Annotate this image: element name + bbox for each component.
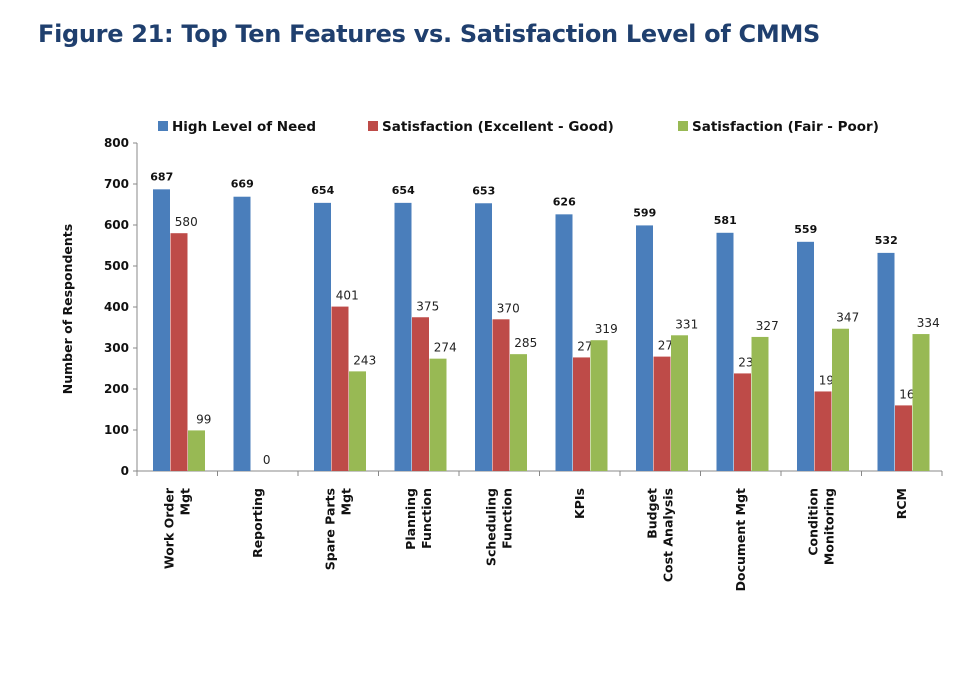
data-label: 327 <box>756 319 779 333</box>
y-tick-label: 500 <box>104 259 129 273</box>
bar <box>475 203 492 471</box>
category-label: Cost Analysis <box>660 488 675 582</box>
bar <box>832 328 849 471</box>
y-tick-label: 100 <box>104 423 129 437</box>
data-label: 319 <box>595 322 618 336</box>
bar <box>492 319 510 471</box>
category-label: Condition <box>805 488 820 556</box>
data-label: 331 <box>675 317 698 331</box>
data-label: 0 <box>263 453 271 467</box>
bar <box>797 241 814 471</box>
category-label: Mgt <box>177 488 192 515</box>
legend-label: Satisfaction (Fair - Poor) <box>692 119 879 135</box>
data-label: 401 <box>336 289 359 303</box>
bar <box>555 214 573 471</box>
y-tick-label: 800 <box>104 136 129 150</box>
bar <box>233 196 251 471</box>
legend-swatch <box>678 121 688 131</box>
y-tick-label: 700 <box>104 177 129 191</box>
category-label: Work Order <box>161 487 176 569</box>
y-tick-label: 0 <box>121 464 129 478</box>
legend-swatch <box>368 121 378 131</box>
legend-label: High Level of Need <box>172 119 316 135</box>
bar <box>153 189 170 471</box>
bar <box>912 334 930 471</box>
category-label: RCM <box>894 488 909 519</box>
data-label: 626 <box>553 195 576 208</box>
bar <box>895 405 912 471</box>
legend-label: Satisfaction (Excellent - Good) <box>382 119 614 135</box>
data-label: 370 <box>497 301 520 315</box>
bar <box>510 354 527 471</box>
category-label: Scheduling <box>483 488 498 566</box>
category-label: Budget <box>644 488 659 539</box>
data-label: 99 <box>196 412 211 426</box>
bar <box>573 357 590 471</box>
category-label: Reporting <box>250 488 265 558</box>
bar <box>636 225 653 471</box>
category-label: Spare Parts <box>322 488 337 570</box>
legend-swatch <box>158 121 168 131</box>
category-label: Document Mgt <box>733 488 748 591</box>
bar <box>877 252 895 471</box>
data-label: 599 <box>633 206 656 219</box>
bar <box>716 232 734 471</box>
y-tick-label: 300 <box>104 341 129 355</box>
category-label: Monitoring <box>821 488 836 565</box>
bar <box>653 356 671 471</box>
data-label: 581 <box>714 214 737 227</box>
bar <box>429 358 447 471</box>
bar <box>394 202 412 472</box>
category-label: KPIs <box>572 488 587 519</box>
y-tick-label: 200 <box>104 382 129 396</box>
data-label: 274 <box>434 341 457 355</box>
data-label: 532 <box>875 234 898 247</box>
bar <box>314 202 331 472</box>
bar <box>412 317 429 471</box>
bar <box>590 340 608 471</box>
bar <box>188 430 205 471</box>
data-label: 653 <box>472 184 495 197</box>
bar <box>671 335 688 471</box>
bar <box>814 391 832 471</box>
data-label: 347 <box>836 311 859 325</box>
y-axis-label: Number of Respondents <box>60 224 75 394</box>
data-label: 669 <box>231 178 254 191</box>
chart-title: Figure 21: Top Ten Features vs. Satisfac… <box>38 20 821 48</box>
data-label: 285 <box>514 336 537 350</box>
bar <box>349 371 366 471</box>
data-label: 580 <box>175 215 198 229</box>
data-label: 375 <box>416 299 439 313</box>
category-label: Function <box>499 488 514 549</box>
data-label: 654 <box>392 184 415 197</box>
bar <box>170 233 188 471</box>
bar <box>331 306 349 471</box>
bar <box>734 373 751 471</box>
data-label: 687 <box>150 170 173 183</box>
data-label: 559 <box>794 223 817 236</box>
bar <box>751 336 769 471</box>
category-label: Planning <box>403 488 418 550</box>
y-tick-label: 600 <box>104 218 129 232</box>
data-label: 243 <box>353 353 376 367</box>
category-label: Function <box>419 488 434 549</box>
y-tick-label: 400 <box>104 300 129 314</box>
category-label: Mgt <box>338 488 353 515</box>
data-label: 334 <box>917 316 940 330</box>
data-label: 654 <box>311 184 334 197</box>
